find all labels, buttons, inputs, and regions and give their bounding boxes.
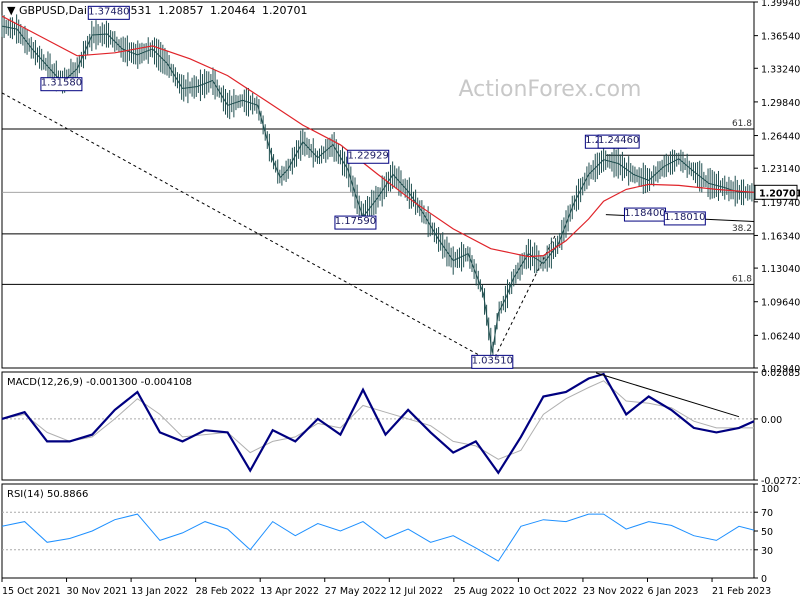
swing-label-text: 1.03510 — [472, 355, 513, 366]
macd-signal-line — [1, 380, 754, 460]
symbol-label: GBPUSD,Daily — [19, 4, 97, 17]
swing-label-box — [87, 5, 130, 20]
x-tick-label: 21 Feb 2023 — [712, 586, 771, 597]
x-tick-label: 27 May 2022 — [325, 586, 387, 597]
swing-label: 1.03510 — [471, 354, 514, 369]
rsi-y-tick-label: 50 — [761, 527, 773, 538]
moving-average-line — [1, 15, 755, 258]
rsi-title: RSI(14) 50.8866 — [7, 489, 88, 500]
swing-label-text: 1.18010 — [664, 212, 705, 223]
swing-label-text: 1.22929 — [348, 150, 389, 161]
macd-line — [1, 372, 755, 475]
x-tick-label: 23 Nov 2022 — [583, 586, 644, 597]
x-tick-label: 13 Apr 2022 — [260, 586, 319, 597]
swing-label: 1.17590 — [334, 215, 377, 230]
fib-level-label: 61.8 — [732, 274, 752, 284]
rsi-y-tick-label: 0 — [761, 574, 767, 585]
x-tick-label: 12 Jul 2022 — [389, 586, 443, 597]
swing-label-box — [663, 211, 706, 226]
swing-label-text: 1.17590 — [335, 216, 376, 227]
swing-label-text: 1.18400 — [624, 208, 665, 219]
x-tick-label: 25 Aug 2022 — [454, 586, 515, 597]
macd-y-tick-label: -0.027213 — [761, 476, 800, 487]
macd-trendline — [595, 372, 740, 418]
x-tick-label: 28 Feb 2022 — [196, 586, 255, 597]
rsi-y-tick-label: 100 — [761, 484, 779, 495]
x-tick-label: 13 Jan 2022 — [131, 586, 188, 597]
price-line — [1, 25, 754, 353]
swing-label: 1.22929 — [347, 149, 390, 164]
price-y-tick-label: 1.16340 — [761, 231, 800, 242]
last-price-label: 1.20701 — [759, 188, 800, 199]
swing-label: 1.37480 — [87, 5, 130, 20]
fib-level-label: 61.8 — [732, 119, 752, 129]
swing-label: 1.31580 — [40, 77, 83, 92]
x-tick-label: 10 Oct 2022 — [518, 586, 577, 597]
ohlc-high: 1.20857 — [158, 4, 204, 17]
x-tick-label: 15 Oct 2021 — [2, 586, 61, 597]
price-y-tick-label: 1.13040 — [761, 264, 800, 275]
swing-label: 1.24460 — [597, 134, 640, 149]
price-y-tick-label: 1.02940 — [761, 364, 800, 375]
macd-title: MACD(12,26,9) -0.001300 -0.004108 — [7, 377, 192, 388]
rsi-y-tick-label: 30 — [761, 546, 773, 557]
swing-label-text: 1.24460 — [598, 135, 639, 146]
price-panel-frame — [1, 1, 755, 369]
price-y-tick-label: 1.23140 — [761, 164, 800, 175]
price-y-tick-label: 1.19740 — [761, 198, 800, 209]
macd-plot — [1, 372, 755, 475]
macd-y-tick-label: 0.00 — [761, 415, 782, 426]
price-y-tick-label: 1.09640 — [761, 298, 800, 309]
rsi-line — [1, 513, 755, 562]
x-tick-label: 6 Jan 2023 — [647, 586, 698, 597]
x-tick-label: 30 Nov 2021 — [67, 586, 128, 597]
swing-label-text: 1.31580 — [41, 78, 82, 89]
macd-y-tick-label: 0.020858 — [761, 368, 800, 379]
rsi-plot — [1, 511, 755, 562]
last-price-box — [754, 184, 798, 200]
swing-label-box — [471, 354, 514, 369]
swing-label-box — [597, 134, 640, 149]
ohlc-close: 1.20701 — [262, 4, 308, 17]
rsi-panel-frame — [1, 483, 755, 579]
swing-label-box — [347, 149, 390, 164]
watermark: ActionForex.com — [459, 77, 642, 102]
ohlc-low: 1.20464 — [210, 4, 256, 17]
swing-label-box — [334, 215, 377, 230]
collapse-triangle-icon[interactable]: ▼ — [7, 4, 19, 17]
price-y-tick-label: 1.39940 — [761, 0, 800, 9]
price-plot: 61.8 38.2 61.8 1.37480 1.31580 1.22929 1.17590… — [1, 5, 755, 369]
price-y-tick-label: 1.26440 — [761, 132, 800, 143]
rsi-y-tick-label: 70 — [761, 508, 773, 519]
swing-label: 1.18400 — [623, 207, 666, 222]
price-y-tick-label: 1.06240 — [761, 331, 800, 342]
chart-header: ▼ GBPUSD,Daily 1.20531 1.20857 1.20464 1… — [7, 4, 308, 17]
price-y-tick-label: 1.29840 — [761, 98, 800, 109]
price-y-tick-label: 1.36540 — [761, 32, 800, 43]
price-trendline — [1, 92, 493, 363]
macd-panel-frame — [1, 371, 755, 481]
fib-level-label: 38.2 — [732, 224, 752, 234]
swing-label-text: 1.37480 — [88, 6, 129, 17]
price-y-tick-label: 1.33240 — [761, 64, 800, 75]
swing-label: 1.18010 — [663, 211, 706, 226]
swing-label-box — [40, 77, 83, 92]
